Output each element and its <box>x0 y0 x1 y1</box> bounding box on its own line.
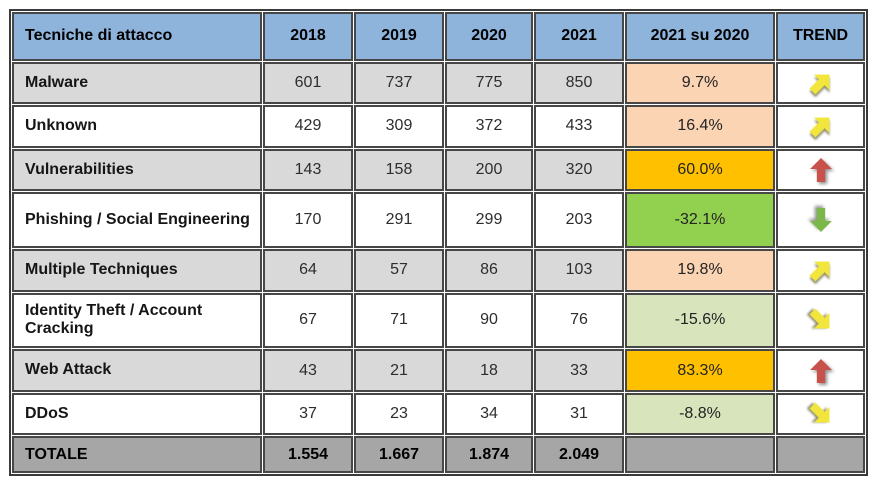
value-2018: 601 <box>263 61 353 105</box>
row-label: DDoS <box>12 392 262 436</box>
trend-up-right-icon <box>809 261 829 282</box>
col-header-delta: 2021 su 2020 <box>625 12 775 61</box>
delta-cell: -15.6% <box>625 292 775 349</box>
total-label: TOTALE <box>12 436 262 473</box>
delta-cell: 9.7% <box>625 61 775 105</box>
trend-down-right-icon <box>809 309 829 329</box>
value-2019: 309 <box>354 105 444 148</box>
value-2018: 43 <box>263 349 353 392</box>
delta-cell: 16.4% <box>625 105 775 148</box>
trend-up-right-icon <box>809 74 829 95</box>
value-2019: 21 <box>354 349 444 392</box>
row-label: Malware <box>12 61 262 105</box>
trend-cell <box>776 392 865 436</box>
delta-cell: 60.0% <box>625 148 775 192</box>
value-2019: 291 <box>354 192 444 249</box>
delta-cell: 19.8% <box>625 249 775 292</box>
trend-up-icon <box>809 158 832 183</box>
trend-cell <box>776 349 865 392</box>
value-2019: 158 <box>354 148 444 192</box>
value-2020: 200 <box>445 148 533 192</box>
value-2020: 775 <box>445 61 533 105</box>
row-label: Web Attack <box>12 349 262 392</box>
value-2021: 203 <box>534 192 624 249</box>
value-2020: 18 <box>445 349 533 392</box>
trend-cell <box>776 61 865 105</box>
value-2021: 850 <box>534 61 624 105</box>
data-table: Tecniche di attacco 2018 2019 2020 2021 … <box>9 9 868 476</box>
value-2020: 90 <box>445 292 533 349</box>
table-row-phishing: Phishing / Social Engineering 170 291 29… <box>12 192 865 249</box>
trend-cell <box>776 249 865 292</box>
value-2021: 433 <box>534 105 624 148</box>
trend-cell <box>776 148 865 192</box>
value-2021: 31 <box>534 392 624 436</box>
value-2020: 86 <box>445 249 533 292</box>
header-row: Tecniche di attacco 2018 2019 2020 2021 … <box>12 12 865 61</box>
value-2018: 64 <box>263 249 353 292</box>
row-label: Identity Theft / Account Cracking <box>12 292 262 349</box>
row-label: Unknown <box>12 105 262 148</box>
value-2019: 23 <box>354 392 444 436</box>
total-2020: 1.874 <box>445 436 533 473</box>
value-2018: 67 <box>263 292 353 349</box>
value-2019: 737 <box>354 61 444 105</box>
trend-cell <box>776 292 865 349</box>
col-header-2020: 2020 <box>445 12 533 61</box>
table-row-multiple-techniques: Multiple Techniques 64 57 86 103 19.8% <box>12 249 865 292</box>
delta-cell: -32.1% <box>625 192 775 249</box>
value-2021: 320 <box>534 148 624 192</box>
value-2021: 33 <box>534 349 624 392</box>
trend-up-icon <box>809 358 832 383</box>
trend-up-right-icon <box>809 118 829 138</box>
table-row-identity-theft: Identity Theft / Account Cracking 67 71 … <box>12 292 865 349</box>
value-2021: 103 <box>534 249 624 292</box>
table-row-malware: Malware 601 737 775 850 9.7% <box>12 61 865 105</box>
col-header-trend: TREND <box>776 12 865 61</box>
table-row-vulnerabilities: Vulnerabilities 143 158 200 320 60.0% <box>12 148 865 192</box>
value-2021: 76 <box>534 292 624 349</box>
attack-techniques-table: Tecniche di attacco 2018 2019 2020 2021 … <box>9 9 868 476</box>
delta-cell: 83.3% <box>625 349 775 392</box>
col-header-2021: 2021 <box>534 12 624 61</box>
total-2018: 1.554 <box>263 436 353 473</box>
row-label: Multiple Techniques <box>12 249 262 292</box>
value-2018: 37 <box>263 392 353 436</box>
col-header-2019: 2019 <box>354 12 444 61</box>
table-row-unknown: Unknown 429 309 372 433 16.4% <box>12 105 865 148</box>
table-row-web-attack: Web Attack 43 21 18 33 83.3% <box>12 349 865 392</box>
value-2018: 143 <box>263 148 353 192</box>
value-2018: 170 <box>263 192 353 249</box>
value-2019: 71 <box>354 292 444 349</box>
total-2019: 1.667 <box>354 436 444 473</box>
total-2021: 2.049 <box>534 436 624 473</box>
total-empty-delta-cell <box>625 436 775 473</box>
value-2020: 299 <box>445 192 533 249</box>
value-2020: 372 <box>445 105 533 148</box>
value-2019: 57 <box>354 249 444 292</box>
row-label: Phishing / Social Engineering <box>12 192 262 249</box>
total-row: TOTALE 1.554 1.667 1.874 2.049 <box>12 436 865 473</box>
col-header-tecniche: Tecniche di attacco <box>12 12 262 61</box>
col-header-2018: 2018 <box>263 12 353 61</box>
value-2020: 34 <box>445 392 533 436</box>
value-2018: 429 <box>263 105 353 148</box>
delta-cell: -8.8% <box>625 392 775 436</box>
total-empty-trend-cell <box>776 436 865 473</box>
trend-down-icon <box>809 208 832 233</box>
trend-cell <box>776 192 865 249</box>
trend-cell <box>776 105 865 148</box>
table-row-ddos: DDoS 37 23 34 31 -8.8% <box>12 392 865 436</box>
trend-down-right-icon <box>809 402 829 423</box>
row-label: Vulnerabilities <box>12 148 262 192</box>
